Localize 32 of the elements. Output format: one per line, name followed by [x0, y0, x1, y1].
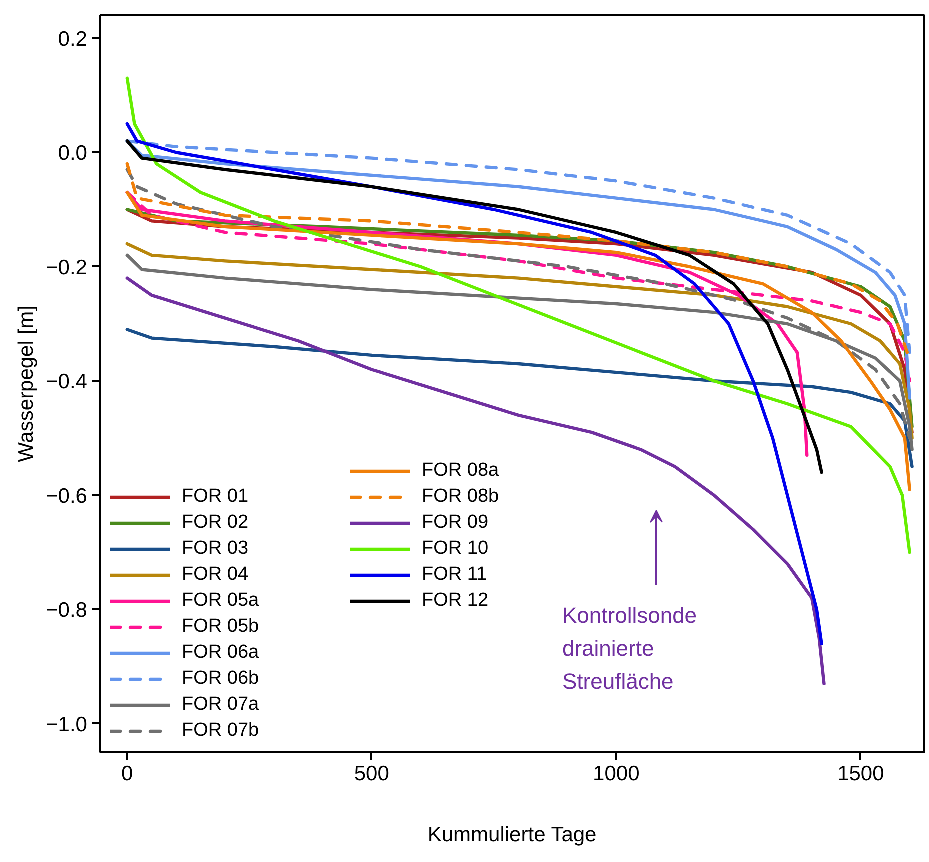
legend-label: FOR 04 [182, 564, 249, 586]
line-series [126, 76, 912, 554]
legend-label: FOR 07b [182, 720, 260, 742]
legend-label: FOR 05b [182, 616, 260, 638]
y-tick-label: −0.6 [46, 484, 88, 508]
y-tick-label: −0.2 [46, 256, 88, 280]
y-axis-title: Wasserpegel [m] [15, 306, 38, 462]
y-tick-label: 0.2 [58, 28, 88, 51]
legend-label: FOR 10 [422, 538, 489, 560]
x-axis-title: Kummulierte Tage [428, 824, 597, 846]
y-tick-label: −0.4 [46, 370, 88, 394]
legend-label: FOR 02 [182, 512, 249, 534]
legend-label: FOR 08a [422, 460, 500, 482]
x-tick-label: 500 [354, 762, 390, 786]
line-series [126, 140, 824, 474]
legend-label: FOR 11 [422, 564, 488, 586]
legend-label: FOR 01 [182, 486, 249, 508]
y-tick-label: −1.0 [46, 713, 88, 736]
legend-label: FOR 05a [182, 590, 260, 612]
x-tick-label: 1000 [593, 762, 640, 786]
legend-label: FOR 07a [182, 694, 260, 716]
y-tick-label: −0.8 [46, 599, 88, 622]
legend-label: FOR 06a [182, 642, 260, 664]
x-tick-label: 0 [122, 762, 134, 786]
legend-label: FOR 09 [422, 512, 489, 534]
y-tick-label: 0.0 [58, 142, 88, 166]
legend-label: FOR 03 [182, 538, 249, 560]
annotation: Kontrollsonde drainierte Streufläche [562, 603, 698, 694]
legend-label: FOR 12 [422, 590, 489, 612]
x-tick-label: 1500 [838, 762, 884, 786]
legend-label: FOR 06b [182, 668, 260, 690]
legend-label: FOR 08b [422, 486, 500, 508]
